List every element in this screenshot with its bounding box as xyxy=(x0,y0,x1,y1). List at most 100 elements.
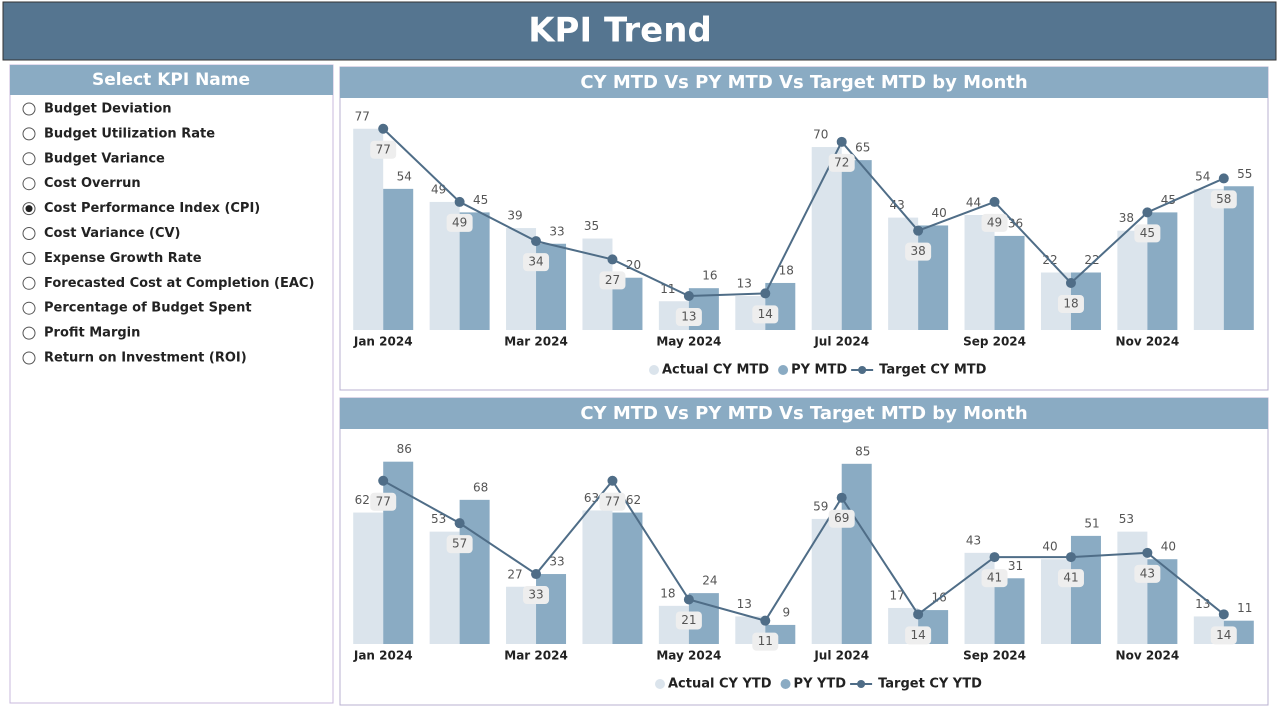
chart-panel xyxy=(339,66,1269,391)
bar xyxy=(1223,186,1254,330)
slicer-option[interactable]: Budget Utilization Rate xyxy=(44,126,215,141)
x-tick-label: May 2024 xyxy=(656,649,721,663)
data-label: 77 xyxy=(376,494,391,508)
line-point xyxy=(531,569,542,580)
bar xyxy=(383,461,414,644)
radio-button[interactable] xyxy=(22,152,36,166)
legend-label: PY YTD xyxy=(794,677,847,692)
line-point xyxy=(378,475,389,486)
radio-button[interactable] xyxy=(22,251,36,265)
radio-button[interactable] xyxy=(22,127,36,141)
data-label: 13 xyxy=(1195,597,1210,611)
data-label: 11 xyxy=(660,282,675,296)
line-point xyxy=(531,236,542,247)
slicer-option[interactable]: Percentage of Budget Spent xyxy=(44,301,252,316)
label-box xyxy=(446,213,473,232)
radio-button[interactable] xyxy=(22,326,36,340)
line-point xyxy=(1065,552,1076,563)
bar xyxy=(383,188,414,330)
slicer-option[interactable]: Budget Deviation xyxy=(44,102,172,117)
radio-button[interactable] xyxy=(22,351,36,365)
radio-dot xyxy=(25,205,33,213)
line-point xyxy=(607,475,618,486)
slicer-option[interactable]: Cost Variance (CV) xyxy=(44,226,181,241)
data-label: 43 xyxy=(1140,566,1155,580)
legend-marker xyxy=(780,679,791,689)
radio-button[interactable] xyxy=(22,177,36,191)
bar xyxy=(536,574,567,644)
label-box xyxy=(370,140,397,159)
label-box xyxy=(1134,224,1161,243)
data-label: 45 xyxy=(1140,226,1155,240)
legend-label: Target CY YTD xyxy=(878,677,982,692)
data-label: 34 xyxy=(528,255,543,269)
slicer-panel xyxy=(9,64,334,704)
data-label: 77 xyxy=(376,142,391,156)
line-point xyxy=(989,196,1000,207)
data-label: 49 xyxy=(987,215,1002,229)
label-box xyxy=(523,586,550,605)
legend-label: PY MTD xyxy=(791,363,847,378)
label-box xyxy=(599,271,626,290)
legend-marker xyxy=(655,679,665,689)
slicer-option[interactable]: Expense Growth Rate xyxy=(44,251,202,266)
slicer-option[interactable]: Profit Margin xyxy=(44,326,140,341)
data-label: 35 xyxy=(584,219,599,233)
line-point xyxy=(989,552,1000,563)
data-label: 40 xyxy=(931,206,946,220)
bar xyxy=(459,499,490,644)
data-label: 13 xyxy=(737,277,752,291)
bar xyxy=(1070,535,1101,644)
line-point xyxy=(913,225,924,236)
legend-marker xyxy=(858,366,867,374)
line-point xyxy=(378,123,389,134)
bar xyxy=(964,552,995,644)
label-box xyxy=(675,611,702,630)
label-box xyxy=(1134,564,1161,583)
label-box xyxy=(370,492,397,511)
line-point xyxy=(760,288,771,299)
data-label: 62 xyxy=(626,493,641,507)
data-label: 53 xyxy=(1119,512,1134,526)
line-point xyxy=(1142,207,1153,218)
radio-button[interactable] xyxy=(22,301,36,315)
line-point xyxy=(607,254,618,265)
data-label: 53 xyxy=(431,512,446,526)
bar xyxy=(888,217,919,330)
data-label: 68 xyxy=(473,480,488,494)
data-label: 45 xyxy=(473,193,488,207)
slicer-option[interactable]: Return on Investment (ROI) xyxy=(44,351,247,366)
label-box xyxy=(905,242,932,261)
x-tick-label: May 2024 xyxy=(656,335,721,349)
chart-header xyxy=(340,398,1268,429)
label-box xyxy=(446,535,473,554)
line-point xyxy=(683,594,694,605)
radio-button[interactable] xyxy=(22,227,36,240)
data-label: 54 xyxy=(1195,169,1210,183)
slicer-option[interactable]: Cost Overrun xyxy=(44,176,141,191)
bar xyxy=(964,215,995,330)
label-box xyxy=(752,305,779,324)
radio-button[interactable] xyxy=(22,276,36,290)
legend-marker xyxy=(778,365,789,375)
slicer-option[interactable]: Cost Performance Index (CPI) xyxy=(44,201,260,216)
slicer-option[interactable]: Budget Variance xyxy=(44,151,165,166)
line-point xyxy=(1218,173,1229,184)
x-tick-label: Jan 2024 xyxy=(353,335,413,349)
data-label: 11 xyxy=(758,634,773,648)
data-label: 41 xyxy=(1063,571,1078,585)
legend-marker xyxy=(649,365,659,375)
x-tick-label: Sep 2024 xyxy=(963,335,1026,349)
x-tick-label: Jan 2024 xyxy=(353,649,413,663)
data-label: 55 xyxy=(1237,167,1252,181)
data-label: 69 xyxy=(834,511,849,525)
radio-button[interactable] xyxy=(22,102,36,116)
line-point xyxy=(454,196,465,207)
label-box xyxy=(981,569,1008,588)
line-point xyxy=(1218,609,1229,620)
data-label: 57 xyxy=(452,537,467,551)
slicer-option[interactable]: Forecasted Cost at Completion (EAC) xyxy=(44,276,314,291)
label-box xyxy=(675,308,702,327)
chart-header xyxy=(340,67,1268,98)
